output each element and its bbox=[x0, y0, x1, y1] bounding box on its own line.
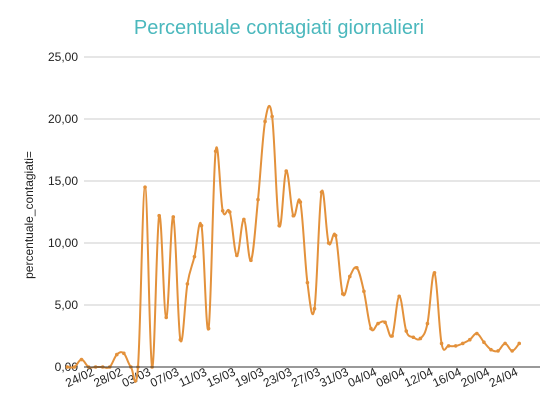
data-point bbox=[305, 280, 310, 285]
data-point bbox=[369, 326, 373, 331]
data-point bbox=[115, 352, 119, 357]
data-point bbox=[312, 306, 317, 311]
y-axis-label: percentuale_contagiati= bbox=[22, 151, 36, 279]
data-point bbox=[355, 266, 359, 270]
data-point bbox=[418, 336, 423, 341]
data-point bbox=[397, 294, 402, 299]
data-point bbox=[340, 292, 345, 296]
data-point bbox=[242, 217, 246, 222]
data-point bbox=[157, 213, 161, 218]
data-point bbox=[482, 340, 486, 345]
series-line bbox=[66, 104, 521, 383]
x-tick-label: 24/04 bbox=[487, 365, 520, 391]
data-point bbox=[347, 274, 352, 279]
data-point bbox=[404, 329, 409, 333]
data-point bbox=[326, 241, 331, 245]
data-point bbox=[362, 289, 366, 294]
data-point bbox=[185, 282, 190, 286]
data-point bbox=[178, 337, 183, 342]
data-point bbox=[432, 270, 437, 275]
data-point bbox=[425, 321, 430, 326]
data-point bbox=[319, 190, 324, 194]
data-point bbox=[256, 197, 260, 202]
data-point bbox=[284, 169, 289, 173]
series bbox=[65, 104, 522, 383]
data-point bbox=[376, 321, 380, 326]
data-point bbox=[411, 335, 416, 340]
data-point bbox=[277, 223, 281, 228]
data-point bbox=[235, 253, 239, 258]
data-point bbox=[298, 200, 303, 204]
data-point bbox=[192, 254, 197, 259]
y-tick-label: 25,00 bbox=[48, 50, 78, 64]
y-tick-label: 15,00 bbox=[48, 174, 78, 188]
data-point bbox=[517, 341, 522, 346]
data-point bbox=[249, 258, 253, 263]
data-point bbox=[122, 351, 126, 356]
data-point bbox=[206, 326, 211, 331]
data-point bbox=[227, 210, 232, 214]
data-point bbox=[220, 208, 225, 213]
y-tick-label: 5,00 bbox=[55, 298, 79, 312]
data-point bbox=[291, 213, 296, 218]
data-point bbox=[439, 341, 444, 346]
data-point bbox=[263, 119, 267, 124]
data-point bbox=[390, 334, 394, 338]
data-point bbox=[143, 185, 147, 189]
y-tick-label: 20,00 bbox=[48, 112, 78, 126]
gridlines bbox=[84, 56, 540, 306]
chart-title: Percentuale contagiati giornalieri bbox=[134, 17, 424, 39]
data-point bbox=[171, 215, 176, 219]
data-point bbox=[65, 365, 70, 369]
y-tick-label: 10,00 bbox=[48, 236, 78, 250]
data-point bbox=[475, 331, 479, 336]
data-point bbox=[270, 114, 274, 119]
data-point bbox=[489, 347, 493, 352]
data-point bbox=[164, 315, 169, 320]
data-point bbox=[496, 349, 500, 353]
data-point bbox=[468, 337, 472, 342]
data-point bbox=[199, 223, 204, 228]
data-point bbox=[213, 149, 218, 154]
data-point bbox=[446, 344, 451, 348]
data-point bbox=[79, 357, 84, 362]
data-point bbox=[453, 344, 458, 348]
data-point bbox=[503, 341, 507, 346]
data-point bbox=[510, 349, 514, 353]
data-point bbox=[383, 320, 387, 325]
data-point bbox=[72, 365, 77, 369]
data-point bbox=[460, 341, 465, 346]
data-point bbox=[333, 233, 338, 238]
